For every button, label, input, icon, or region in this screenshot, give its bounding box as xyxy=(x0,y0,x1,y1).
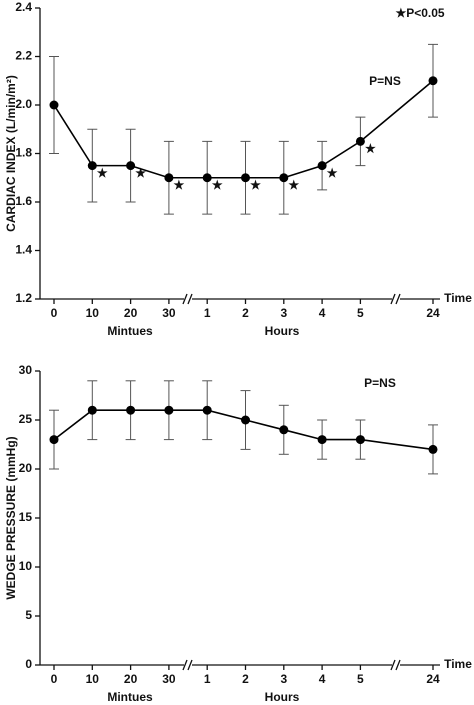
data-point xyxy=(202,405,212,415)
y-axis-label: WEDGE PRESSURE (mmHg) xyxy=(4,436,18,599)
data-point xyxy=(87,161,97,171)
data-point xyxy=(355,435,365,445)
x-group-label: Mintues xyxy=(107,690,153,704)
axis-break xyxy=(390,293,396,305)
y-tick-label: 0 xyxy=(25,657,32,671)
x-tick-label: 5 xyxy=(357,672,364,686)
x-tick-label: 10 xyxy=(86,306,100,320)
y-tick-label: 2.0 xyxy=(15,97,32,111)
x-tick-label: 3 xyxy=(280,306,287,320)
axis-break-gap xyxy=(392,296,400,302)
data-point xyxy=(49,435,59,445)
x-axis-label: Time xyxy=(444,291,472,305)
x-tick-label: 24 xyxy=(426,306,440,320)
x-tick-label: 4 xyxy=(319,306,326,320)
x-tick-label: 1 xyxy=(204,306,211,320)
x-tick-label: 0 xyxy=(51,306,58,320)
y-tick-label: 1.8 xyxy=(15,146,32,160)
annotation: P=NS xyxy=(369,74,401,88)
data-point xyxy=(355,136,365,146)
axis-break xyxy=(182,659,188,671)
y-tick-label: 2.4 xyxy=(15,0,32,14)
axis-break xyxy=(187,659,193,671)
data-point xyxy=(279,425,289,435)
x-tick-label: 20 xyxy=(124,672,138,686)
y-tick-label: 25 xyxy=(19,412,33,426)
x-group-label: Mintues xyxy=(107,324,153,338)
data-point xyxy=(428,76,438,86)
y-tick-label: 1.4 xyxy=(15,243,32,257)
significance-marker: ★ xyxy=(135,166,146,180)
y-tick-label: 5 xyxy=(25,608,32,622)
axis-break xyxy=(187,293,193,305)
x-tick-label: 2 xyxy=(242,672,249,686)
significance-marker: ★ xyxy=(174,178,185,192)
x-group-label: Hours xyxy=(265,324,300,338)
x-tick-label: 5 xyxy=(357,306,364,320)
y-tick-label: 1.6 xyxy=(15,194,32,208)
y-tick-label: 30 xyxy=(19,363,33,377)
axis-break xyxy=(182,293,188,305)
significance-marker: ★ xyxy=(250,178,261,192)
data-point xyxy=(126,405,136,415)
axis-break xyxy=(395,293,401,305)
x-tick-label: 2 xyxy=(242,306,249,320)
data-line xyxy=(53,80,434,179)
x-tick-label: 4 xyxy=(319,672,326,686)
axis-break xyxy=(390,659,396,671)
axis-break xyxy=(395,659,401,671)
x-tick-label: 30 xyxy=(162,672,176,686)
significance-marker: ★ xyxy=(288,178,299,192)
x-axis-label: Time xyxy=(444,657,472,671)
y-tick-label: 10 xyxy=(19,559,33,573)
annotation: P=NS xyxy=(364,376,396,390)
y-tick-label: 20 xyxy=(19,461,33,475)
significance-marker: ★ xyxy=(327,166,338,180)
data-line xyxy=(53,409,434,451)
annotation: ★P<0.05 xyxy=(395,6,444,20)
data-point xyxy=(279,173,289,183)
data-point xyxy=(428,444,438,454)
axis-break-gap xyxy=(392,662,400,668)
data-point xyxy=(49,100,59,110)
y-tick-label: 2.2 xyxy=(15,49,32,63)
data-point xyxy=(317,435,327,445)
data-point xyxy=(241,173,250,183)
x-tick-label: 24 xyxy=(426,672,440,686)
data-point xyxy=(126,161,136,171)
x-tick-label: 3 xyxy=(280,672,287,686)
y-axis-label: CARDIAC INDEX (L/min/m²) xyxy=(4,75,18,232)
data-point xyxy=(87,405,97,415)
significance-marker: ★ xyxy=(97,166,108,180)
data-point xyxy=(164,405,174,415)
data-point xyxy=(202,173,212,183)
data-point xyxy=(164,173,174,183)
axis-break-gap xyxy=(184,662,192,668)
x-tick-label: 30 xyxy=(162,306,176,320)
axis-break-gap xyxy=(184,296,192,302)
significance-marker: ★ xyxy=(212,178,223,192)
y-tick-label: 15 xyxy=(19,510,33,524)
data-point xyxy=(241,415,250,425)
x-tick-label: 0 xyxy=(51,672,58,686)
y-tick-label: 1.2 xyxy=(15,291,32,305)
x-tick-label: 1 xyxy=(204,672,211,686)
x-tick-label: 10 xyxy=(86,672,100,686)
data-point xyxy=(317,161,327,171)
significance-marker: ★ xyxy=(365,142,376,156)
x-tick-label: 20 xyxy=(124,306,138,320)
x-group-label: Hours xyxy=(265,690,300,704)
